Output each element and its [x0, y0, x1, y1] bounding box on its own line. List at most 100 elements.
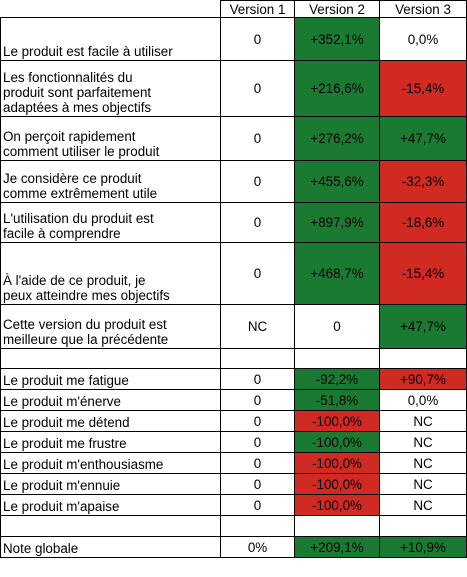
row-label: On perçoit rapidement comment utiliser le…	[1, 117, 221, 161]
row-label: Le produit est facile à utiliser	[1, 18, 221, 61]
cell-version-2: +209,1%	[295, 537, 380, 558]
cell-version-3: -32,3%	[380, 161, 467, 203]
row-label: Le produit m'ennuie	[1, 474, 221, 495]
row-label-line: adaptées à mes objectifs	[3, 100, 151, 115]
cell-version-1: 0	[221, 432, 295, 453]
row-label-line: meilleure que la précédente	[3, 332, 168, 347]
cell-version-1: 0	[221, 18, 295, 61]
cell-version-1: 0	[221, 474, 295, 495]
row-label: Les fonctionnalités du produit sont parfa…	[1, 61, 221, 117]
row-label-line: facile à comprendre	[3, 226, 121, 241]
cell-version-3: 0,0%	[380, 18, 467, 61]
row-label-line: Le produit est facile à utiliser	[3, 44, 173, 59]
row-label-line: Le produit m'énerve	[3, 394, 121, 409]
cell-version-2	[295, 349, 380, 369]
cell-version-3: -18,6%	[380, 203, 467, 243]
row-label: Note globale	[1, 537, 221, 558]
cell-version-2: -100,0%	[295, 432, 380, 453]
row-label: Le produit m'enthousiasme	[1, 453, 221, 474]
row-label: À l'aide de ce produit, je peux atteindre…	[1, 243, 221, 305]
cell-version-3: +90,7%	[380, 369, 467, 390]
cell-version-3: -15,4%	[380, 61, 467, 117]
cell-version-2: -51,8%	[295, 390, 380, 411]
cell-version-2: +216,6%	[295, 61, 380, 117]
cell-version-1: 0	[221, 369, 295, 390]
row-label: Le produit me fatigue	[1, 369, 221, 390]
cell-version-2: -92,2%	[295, 369, 380, 390]
cell-version-2: -100,0%	[295, 411, 380, 432]
table-row: Le produit est facile à utiliser 0 +352,1%…	[1, 18, 467, 61]
row-label-line: L'utilisation du produit est	[3, 211, 154, 226]
table-row: Le produit m'apaise 0 -100,0% NC	[1, 495, 467, 516]
header-row: Version 1 Version 2 Version 3	[1, 1, 467, 18]
cell-version-1: 0	[221, 411, 295, 432]
cell-version-3	[380, 349, 467, 369]
cell-version-1: 0	[221, 161, 295, 203]
cell-version-3: +10,9%	[380, 537, 467, 558]
table-row: L'utilisation du produit est facile à com…	[1, 203, 467, 243]
row-label-line: Le produit m'ennuie	[3, 478, 120, 493]
cell-version-3: 0,0%	[380, 390, 467, 411]
row-label-line: Cette version du produit est	[3, 317, 167, 332]
row-label-line: À l'aide de ce produit, je	[3, 273, 146, 288]
row-label-line: peux atteindre mes objectifs	[3, 288, 170, 303]
cell-version-1: 0	[221, 117, 295, 161]
cell-version-1: 0	[221, 243, 295, 305]
table-row	[1, 516, 467, 537]
table-row: Le produit me frustre 0 -100,0% NC	[1, 432, 467, 453]
row-label: Le produit me détend	[1, 411, 221, 432]
row-label-line: comment utiliser le produit	[3, 144, 159, 159]
row-label-line: produit sont parfaitement	[3, 85, 151, 100]
row-label-line: Le produit me fatigue	[3, 373, 129, 388]
cell-version-2: 0	[295, 305, 380, 349]
cell-version-2: -100,0%	[295, 495, 380, 516]
cell-version-3: -15,4%	[380, 243, 467, 305]
table-row: Je considère ce produit comme extrêmement…	[1, 161, 467, 203]
cell-version-3: NC	[380, 432, 467, 453]
row-label-line: Les fonctionnalités du	[3, 70, 133, 85]
cell-version-2: +468,7%	[295, 243, 380, 305]
table-row: Cette version du produit est meilleure qu…	[1, 305, 467, 349]
table-row: Le produit m'énerve 0 -51,8% 0,0%	[1, 390, 467, 411]
row-label-line: comme extrêmement utile	[3, 186, 157, 201]
row-label-line: Note globale	[3, 541, 78, 556]
cell-version-2: +897,9%	[295, 203, 380, 243]
row-label: Le produit m'apaise	[1, 495, 221, 516]
comparison-table: Version 1 Version 2 Version 3 Le produit es…	[0, 0, 467, 558]
cell-version-1	[221, 349, 295, 369]
row-label-line: Le produit me frustre	[3, 436, 127, 451]
table-row	[1, 349, 467, 369]
table-row: Les fonctionnalités du produit sont parfa…	[1, 61, 467, 117]
row-label-line: Le produit me détend	[3, 415, 130, 430]
cell-version-2: +455,6%	[295, 161, 380, 203]
header-corner-cell	[1, 1, 221, 18]
row-label-line: Le produit m'enthousiasme	[3, 457, 163, 472]
row-label: Le produit me frustre	[1, 432, 221, 453]
cell-version-1: 0	[221, 495, 295, 516]
table-row: À l'aide de ce produit, je peux atteindre…	[1, 243, 467, 305]
cell-version-3: NC	[380, 411, 467, 432]
cell-version-1: NC	[221, 305, 295, 349]
row-label-line: Le produit m'apaise	[3, 499, 119, 514]
cell-version-2: -100,0%	[295, 453, 380, 474]
cell-version-2: +352,1%	[295, 18, 380, 61]
cell-version-1: 0	[221, 390, 295, 411]
cell-version-1: 0%	[221, 537, 295, 558]
cell-version-2: -100,0%	[295, 474, 380, 495]
cell-version-3: +47,7%	[380, 305, 467, 349]
cell-version-2: +276,2%	[295, 117, 380, 161]
row-label: Le produit m'énerve	[1, 390, 221, 411]
cell-version-1: 0	[221, 203, 295, 243]
row-label-line: Je considère ce produit	[3, 171, 141, 186]
table-row: Note globale 0% +209,1% +10,9%	[1, 537, 467, 558]
row-label	[1, 516, 221, 537]
cell-version-3	[380, 516, 467, 537]
cell-version-3: NC	[380, 453, 467, 474]
table-row: On perçoit rapidement comment utiliser le…	[1, 117, 467, 161]
column-header-version-3: Version 3	[380, 1, 467, 18]
cell-version-2	[295, 516, 380, 537]
row-label: Je considère ce produit comme extrêmement…	[1, 161, 221, 203]
cell-version-1	[221, 516, 295, 537]
cell-version-1: 0	[221, 453, 295, 474]
table-row: Le produit me détend 0 -100,0% NC	[1, 411, 467, 432]
